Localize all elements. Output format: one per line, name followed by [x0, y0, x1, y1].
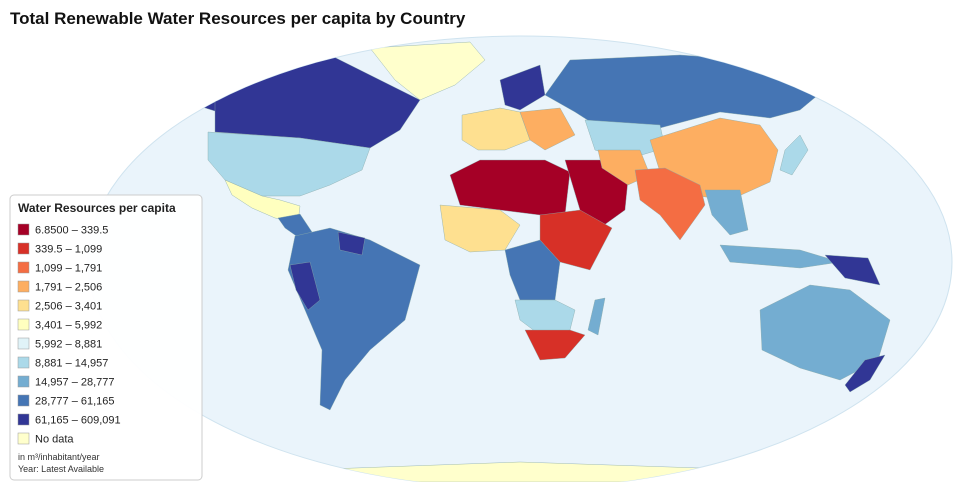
- legend-note: in m³/inhabitant/year: [18, 452, 100, 462]
- europe-east: [519, 107, 576, 151]
- legend-swatch: [17, 413, 30, 426]
- legend-label: 8,881 – 14,957: [35, 358, 108, 370]
- legend-swatch: [17, 318, 30, 331]
- peru: [289, 261, 321, 311]
- legend-note: Year: Latest Available: [18, 464, 104, 474]
- legend-label: 6.8500 – 339.5: [35, 225, 108, 237]
- antarctica: [149, 461, 901, 482]
- indonesia: [719, 244, 841, 269]
- legend-label: 61,165 – 609,091: [35, 415, 121, 427]
- legend-swatch: [17, 394, 30, 407]
- legend-title: Water Resources per capita: [18, 201, 176, 215]
- legend-swatch: [17, 223, 30, 236]
- usa: [207, 131, 371, 197]
- legend-swatch: [17, 242, 30, 255]
- alaska: [139, 69, 219, 113]
- new-guinea: [824, 254, 881, 286]
- legend-swatch: [17, 280, 30, 293]
- scandinavia: [499, 64, 546, 111]
- south-america: [287, 227, 421, 411]
- legend-label: No data: [35, 434, 74, 446]
- guyana: [337, 231, 366, 256]
- new-zealand: [844, 354, 886, 393]
- southeast-asia: [704, 189, 749, 236]
- legend-items: 6.8500 – 339.5 339.5 – 1,099 1,099 – 1,791…: [17, 223, 121, 474]
- japan: [779, 134, 809, 176]
- legend-swatch: [17, 356, 30, 369]
- legend-swatch: [17, 337, 30, 350]
- madagascar: [587, 297, 606, 336]
- legend-label: 14,957 – 28,777: [35, 377, 115, 389]
- legend-swatch: [17, 299, 30, 312]
- south-africa: [524, 329, 586, 361]
- legend-label: 339.5 – 1,099: [35, 244, 102, 256]
- legend-swatch: [17, 375, 30, 388]
- legend-label: 28,777 – 61,165: [35, 396, 115, 408]
- legend-label: 1,791 – 2,506: [35, 282, 102, 294]
- legend-swatch: [17, 432, 30, 445]
- legend-label: 2,506 – 3,401: [35, 301, 102, 313]
- legend-swatch: [17, 261, 30, 274]
- legend-label: 5,992 – 8,881: [35, 339, 102, 351]
- legend-label: 1,099 – 1,791: [35, 263, 102, 275]
- title: Total Renewable Water Resources per capi…: [10, 9, 466, 28]
- greenland: [369, 41, 486, 101]
- india: [634, 167, 706, 241]
- europe-west: [461, 107, 531, 151]
- legend-box: [9, 194, 203, 481]
- legend-label: 3,401 – 5,992: [35, 320, 102, 332]
